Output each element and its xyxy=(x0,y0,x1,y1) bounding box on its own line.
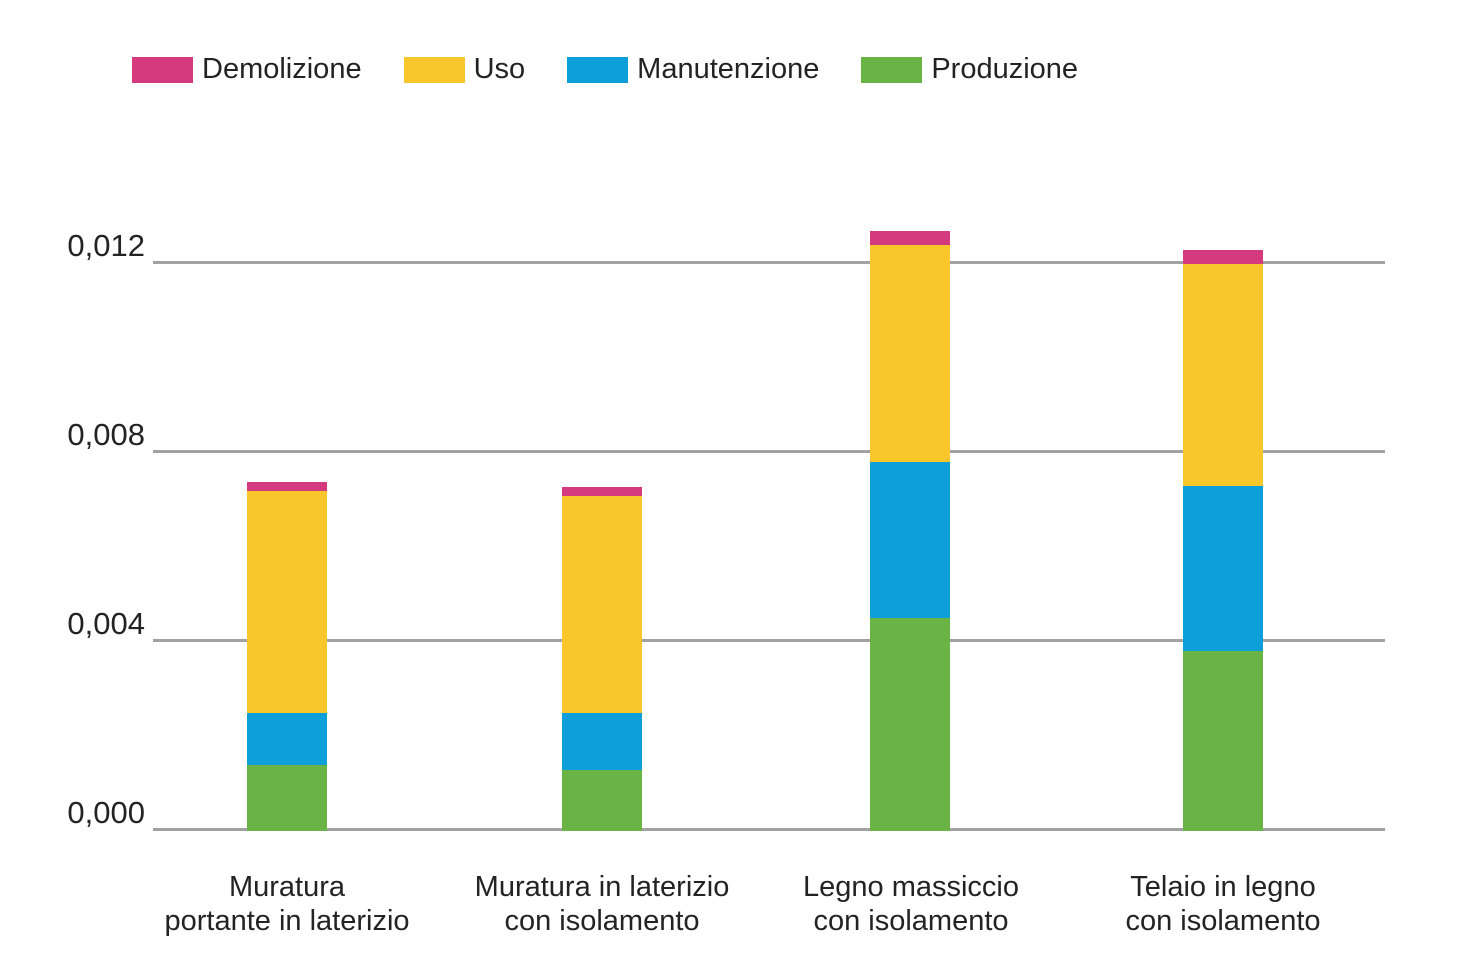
category-label-3: Legno massiccio con isolamento xyxy=(701,870,1121,938)
chart-legend: Demolizione Uso Manutenzione Produzione xyxy=(132,55,1078,84)
category-label-4: Telaio in legno con isolamento xyxy=(1013,870,1433,938)
legend-label: Uso xyxy=(473,53,526,85)
category-label-line: con isolamento xyxy=(813,905,1009,937)
bar-segment-manutenzione xyxy=(870,462,950,618)
bar-segment-demolizione xyxy=(870,231,950,245)
bar-segment-demolizione xyxy=(247,482,327,491)
legend-label: Produzione xyxy=(931,53,1079,85)
gridline-0,004 xyxy=(153,639,1385,642)
category-label-line: Legno massiccio xyxy=(803,871,1019,903)
bar-segment-produzione xyxy=(562,770,642,831)
bar-segment-uso xyxy=(870,245,950,462)
y-axis-tick-label: 0,012 xyxy=(67,228,145,263)
legend-swatch-manutenzione xyxy=(567,56,629,83)
bar-segment-demolizione xyxy=(1183,250,1263,264)
bar-segment-uso xyxy=(1183,264,1263,486)
y-axis-tick-label: 0,008 xyxy=(67,417,145,452)
stacked-bar-2 xyxy=(562,487,642,831)
legend-item-manutenzione: Manutenzione xyxy=(567,55,819,84)
legend-item-produzione: Produzione xyxy=(861,55,1078,84)
legend-item-uso: Uso xyxy=(403,53,526,85)
bar-segment-uso xyxy=(247,491,327,713)
category-label-line: con isolamento xyxy=(504,905,700,937)
legend-swatch-produzione xyxy=(861,56,923,83)
bar-segment-manutenzione xyxy=(562,713,642,770)
category-label-line: portante in laterizio xyxy=(164,905,410,937)
gridline-0,012 xyxy=(153,261,1385,264)
category-label-line: con isolamento xyxy=(1125,905,1321,937)
plot-area: 0,000 0,004 0,008 0,012 xyxy=(67,193,1385,831)
bar-segment-uso xyxy=(562,496,642,713)
y-axis-tick-label: 0,004 xyxy=(67,606,145,641)
category-label-line: Muratura in laterizio xyxy=(474,871,730,903)
gridline-0,000 xyxy=(153,828,1385,831)
y-axis-tick-label: 0,000 xyxy=(67,795,145,830)
legend-label: Manutenzione xyxy=(637,53,820,85)
bar-segment-manutenzione xyxy=(1183,486,1263,651)
bar-segment-produzione xyxy=(247,765,327,831)
category-label-2: Muratura in laterizio con isolamento xyxy=(392,870,812,938)
bar-segment-manutenzione xyxy=(247,713,327,765)
category-label-line: Muratura xyxy=(228,871,346,903)
legend-label: Demolizione xyxy=(202,53,362,85)
bar-segment-demolizione xyxy=(562,487,642,496)
legend-swatch-demolizione xyxy=(132,56,193,83)
gridline-0,008 xyxy=(153,450,1385,453)
stacked-bar-1 xyxy=(247,482,327,831)
bar-segment-produzione xyxy=(1183,651,1263,831)
stacked-bar-4 xyxy=(1183,250,1263,831)
bar-segment-produzione xyxy=(870,618,950,831)
legend-swatch-uso xyxy=(403,56,465,83)
category-label-1: Muratura portante in laterizio xyxy=(77,870,497,938)
legend-item-demolizione: Demolizione xyxy=(132,55,362,84)
stacked-bar-3 xyxy=(870,231,950,831)
category-label-line: Telaio in legno xyxy=(1130,871,1316,903)
